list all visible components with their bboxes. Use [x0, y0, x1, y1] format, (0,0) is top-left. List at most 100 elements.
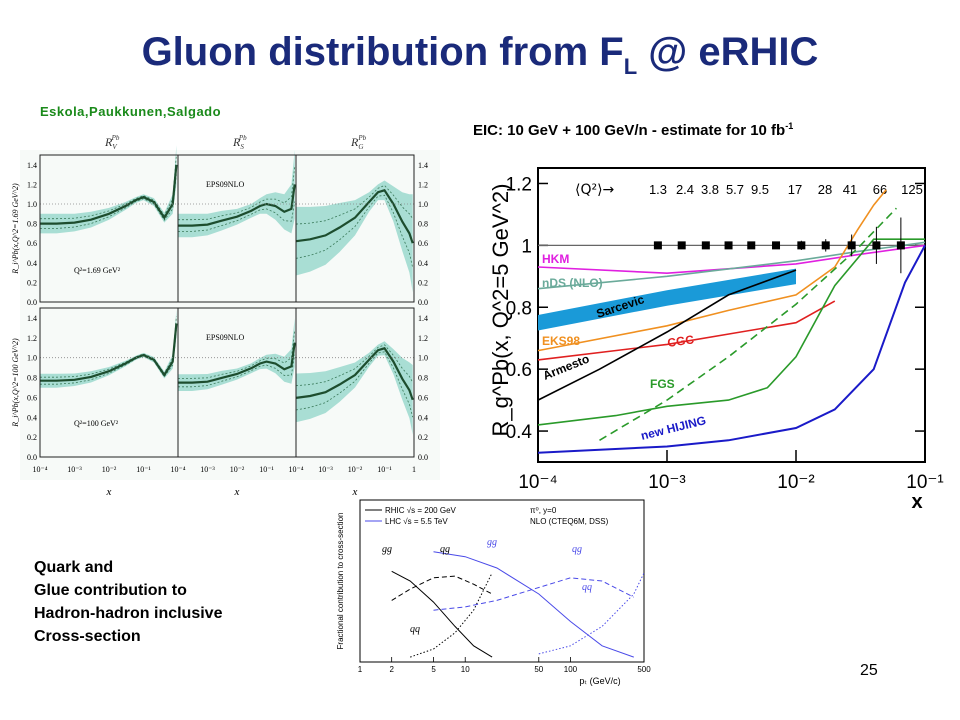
quark-caption: Quark and Glue contribution to Hadron-ha… — [34, 556, 222, 648]
y-tick-label-right: 0.8 — [418, 374, 428, 383]
series-label: EKS98 — [542, 334, 580, 348]
y-tick-label: 0.0 — [27, 453, 37, 462]
data-point — [772, 241, 781, 250]
x-tick-label: 1 — [412, 465, 416, 474]
fraction-curve — [410, 572, 493, 658]
y-tick-label: 1.2 — [27, 180, 37, 189]
fraction-curve — [391, 575, 493, 601]
y-tick-label-right: 1.0 — [418, 200, 428, 209]
x-tick-label: 100 — [564, 665, 578, 674]
data-point — [896, 241, 905, 250]
fraction-curve — [391, 570, 493, 658]
y-tick-label: 1.4 — [27, 314, 37, 323]
y-tick-label: 0.6 — [27, 239, 37, 248]
q2-value: 17 — [788, 182, 802, 197]
y-tick-label: 1.2 — [27, 334, 37, 343]
x-tick-label: 10⁻⁴ — [170, 465, 185, 474]
error-set-curve — [178, 201, 296, 232]
y-tick-label-right: 0.2 — [418, 278, 428, 287]
series-line — [537, 300, 836, 361]
y-tick-label-right: 1.0 — [418, 354, 428, 363]
curve-label: gg — [382, 544, 392, 555]
data-point — [821, 241, 830, 250]
q2-value: 3.8 — [701, 182, 719, 197]
data-point — [701, 241, 710, 250]
y-tick-label: 1.0 — [27, 200, 37, 209]
series-line — [537, 244, 926, 275]
series-line — [537, 269, 797, 401]
x-tick-label: 10⁻⁴ — [32, 465, 47, 474]
x-tick-label: 10⁻¹ — [136, 465, 151, 474]
panel-frame — [295, 154, 415, 303]
x-tick-label: 1 — [358, 665, 363, 674]
quark-line: Hadron-hadron inclusive — [34, 605, 223, 622]
x-tick-label: 2 — [389, 665, 394, 674]
slide-title: Gluon distribution from FL @ eRHIC — [0, 30, 960, 80]
fraction-curve — [538, 572, 645, 655]
y-tick-label: 0.4 — [27, 413, 37, 422]
y-tick-label: 0.0 — [27, 298, 37, 307]
legend-process: π⁰, y=0 — [530, 506, 557, 515]
y-tick-label: 0.8 — [506, 298, 532, 319]
authors-label: Eskola,Paukkunen,Salgado — [40, 104, 222, 119]
x-tick-label: 10⁻¹ — [377, 465, 392, 474]
row-y-label: R_i^Pb(x,Q^2=100 GeV^2) — [11, 338, 20, 428]
legend-rhic: RHIC √s = 200 GeV — [385, 506, 457, 515]
y-tick-label: 0.6 — [506, 360, 532, 381]
error-set-curve — [40, 154, 177, 220]
data-point — [847, 241, 856, 250]
x-tick-label: 10⁻³ — [318, 465, 333, 474]
y-tick-label: 1 — [521, 236, 532, 257]
central-curve — [178, 342, 296, 384]
series-label: CGC — [666, 332, 695, 350]
q2-value: 125 — [901, 182, 923, 197]
x-tick-label: 5 — [431, 665, 436, 674]
eic-caption: EIC: 10 GeV + 100 GeV/n - estimate for 1… — [473, 121, 793, 139]
x-tick-label: 10⁻³ — [648, 472, 686, 493]
x-tick-label: 10⁻² — [102, 465, 117, 474]
curve-label: gg — [487, 537, 497, 548]
x-tick-label: 10⁻² — [777, 472, 815, 493]
x-tick-label: 10⁻³ — [200, 465, 215, 474]
y-tick-label: 0.8 — [27, 374, 37, 383]
y-tick-label: 0.8 — [27, 220, 37, 229]
y-tick-label-right: 0.4 — [418, 259, 428, 268]
fraction-curve — [433, 551, 634, 658]
series-line — [537, 238, 925, 426]
central-curve — [40, 323, 178, 382]
uncertainty-band — [296, 180, 413, 293]
eps09-label: EPS09NLO — [206, 180, 244, 189]
q2-label: Q²=1.69 GeV² — [74, 266, 121, 275]
error-set-curve — [178, 167, 296, 221]
error-set-curve — [295, 351, 414, 418]
y-tick-label-right: 0.4 — [418, 413, 428, 422]
y-tick-label-right: 1.4 — [418, 161, 428, 170]
page-number: 25 — [860, 662, 878, 679]
y-tick-label: 0.2 — [27, 278, 37, 287]
data-point — [747, 241, 756, 250]
q2-label: Q²=100 GeV² — [74, 419, 119, 428]
y-tick-label-right: 1.2 — [418, 334, 428, 343]
x-axis-label: x — [106, 486, 112, 498]
x-axis-label: x — [911, 491, 922, 513]
column-title: RSPb — [232, 134, 247, 151]
x-axis-label: x — [234, 486, 240, 498]
data-point — [797, 241, 806, 250]
x-tick-label: 10⁻¹ — [906, 472, 944, 493]
y-tick-label-right: 0.2 — [418, 433, 428, 442]
data-point — [677, 241, 686, 250]
x-tick-label: 10⁻² — [348, 465, 363, 474]
series-line — [537, 189, 887, 352]
series-line — [537, 244, 926, 454]
central-curve — [295, 189, 414, 244]
x-axis-label: pₜ (GeV/c) — [579, 676, 620, 686]
y-tick-label: 1.0 — [27, 354, 37, 363]
q2-header: ⟨Q²⟩→ — [575, 182, 615, 198]
title-main: Gluon distribution from F — [141, 30, 624, 74]
series-line — [599, 207, 897, 441]
x-tick-label: 10⁻⁴ — [518, 472, 557, 493]
y-tick-label: 1.2 — [506, 174, 532, 195]
error-set-curve — [178, 330, 296, 379]
y-axis-label: Fractional contribution to cross-section — [336, 513, 345, 650]
